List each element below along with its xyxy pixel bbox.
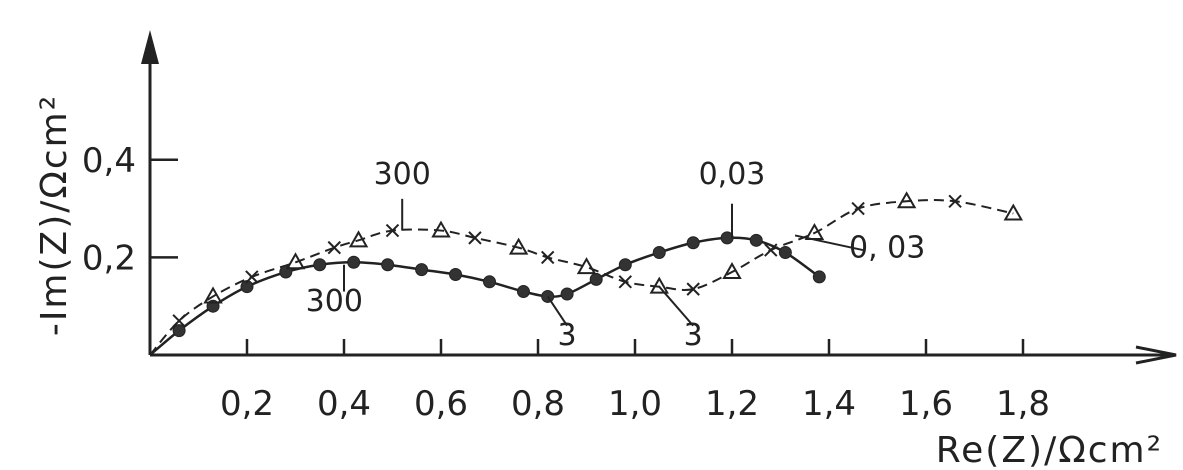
x-axis-title: Re(Z)/Ωcm² (936, 430, 1163, 470)
data-point (618, 275, 633, 289)
x-tick-label: 0,2 (220, 384, 274, 424)
y-axis-title: -Im(Z)/Ωcm² (34, 94, 75, 336)
data-point (896, 191, 917, 209)
annotation-leader (546, 295, 568, 327)
cross-marker (851, 201, 865, 216)
data-point (381, 258, 395, 272)
data-point (589, 272, 603, 286)
data-point (203, 286, 223, 304)
x-tick-label: 1,6 (899, 384, 953, 424)
data-point (686, 282, 700, 296)
y-axis-arrow (141, 30, 159, 64)
series-line (149, 236, 821, 356)
cross-marker (764, 243, 778, 257)
cross-marker (468, 231, 482, 245)
data-point (508, 237, 529, 255)
markers (172, 191, 1024, 338)
annotation-leader (794, 234, 864, 252)
cross-marker (618, 275, 633, 289)
data-point (285, 252, 306, 270)
data-point (483, 275, 496, 289)
y-tick-label: 0,2 (82, 238, 136, 278)
ticks: 0,2 0,4 0,6 0,8 1,0 1,2 1,4 1,6 1,8 0,2 0,4 (82, 141, 1050, 424)
data-point (722, 262, 742, 280)
data-point (245, 270, 259, 284)
triangle-marker (576, 257, 597, 275)
annotation-label: 3 (684, 318, 703, 353)
annotation-label: 300 (374, 157, 431, 192)
axes (141, 30, 1177, 365)
cross-marker (686, 282, 700, 296)
triangle-marker (508, 237, 529, 255)
x-tick-label: 1,0 (608, 384, 662, 424)
x-tick-label: 0,6 (414, 384, 468, 424)
data-point (686, 236, 700, 250)
x-tick-label: 1,4 (802, 384, 856, 424)
triangle-marker (348, 230, 369, 248)
x-axis-arrow (1135, 345, 1177, 365)
data-point (431, 220, 451, 238)
curves (149, 199, 1014, 356)
triangle-marker (722, 262, 742, 280)
x-tick-label: 1,8 (996, 384, 1050, 424)
cross-marker (948, 194, 962, 208)
data-point (649, 276, 669, 294)
cross-marker (327, 240, 342, 255)
data-point (313, 258, 327, 272)
data-point (172, 324, 186, 338)
cross-marker (540, 250, 555, 265)
cross-marker (245, 270, 259, 284)
cross-marker (385, 223, 400, 238)
annotation-label: 3 (558, 318, 577, 353)
y-tick-label: 0,4 (82, 141, 136, 181)
data-point (516, 285, 530, 299)
data-point (348, 230, 369, 248)
annotations: 300 300 3 3 0,03 0, 03 (306, 157, 926, 353)
triangle-marker (1003, 203, 1024, 221)
series-line (149, 199, 1014, 356)
data-point (385, 223, 400, 238)
data-point (1003, 203, 1024, 221)
data-point (576, 257, 597, 275)
triangle-marker (431, 220, 451, 238)
data-point (468, 231, 482, 245)
data-point (720, 231, 734, 245)
data-point (327, 240, 342, 255)
cross-marker (172, 314, 186, 328)
data-point (347, 255, 361, 269)
data-point (948, 194, 962, 208)
x-tick-label: 1,2 (705, 384, 759, 424)
data-point (560, 287, 574, 301)
triangle-marker (649, 276, 669, 294)
data-point (778, 246, 792, 260)
data-point (652, 246, 666, 260)
data-point (851, 201, 865, 216)
annotation-label: 300 (306, 284, 363, 319)
data-point (764, 243, 778, 257)
triangle-marker (203, 286, 223, 304)
annotation-leader (658, 286, 694, 327)
triangle-marker (896, 191, 917, 209)
data-point (415, 263, 429, 277)
data-point (449, 267, 463, 281)
data-point (812, 270, 826, 284)
x-tick-label: 0,8 (511, 384, 565, 424)
x-tick-label: 0,4 (317, 384, 371, 424)
data-point (749, 233, 763, 247)
data-point (172, 314, 186, 328)
triangle-marker (285, 252, 306, 270)
data-point (618, 258, 632, 272)
data-point (540, 250, 555, 265)
annotation-label: 0, 03 (849, 230, 925, 265)
annotation-label: 0,03 (699, 157, 766, 192)
